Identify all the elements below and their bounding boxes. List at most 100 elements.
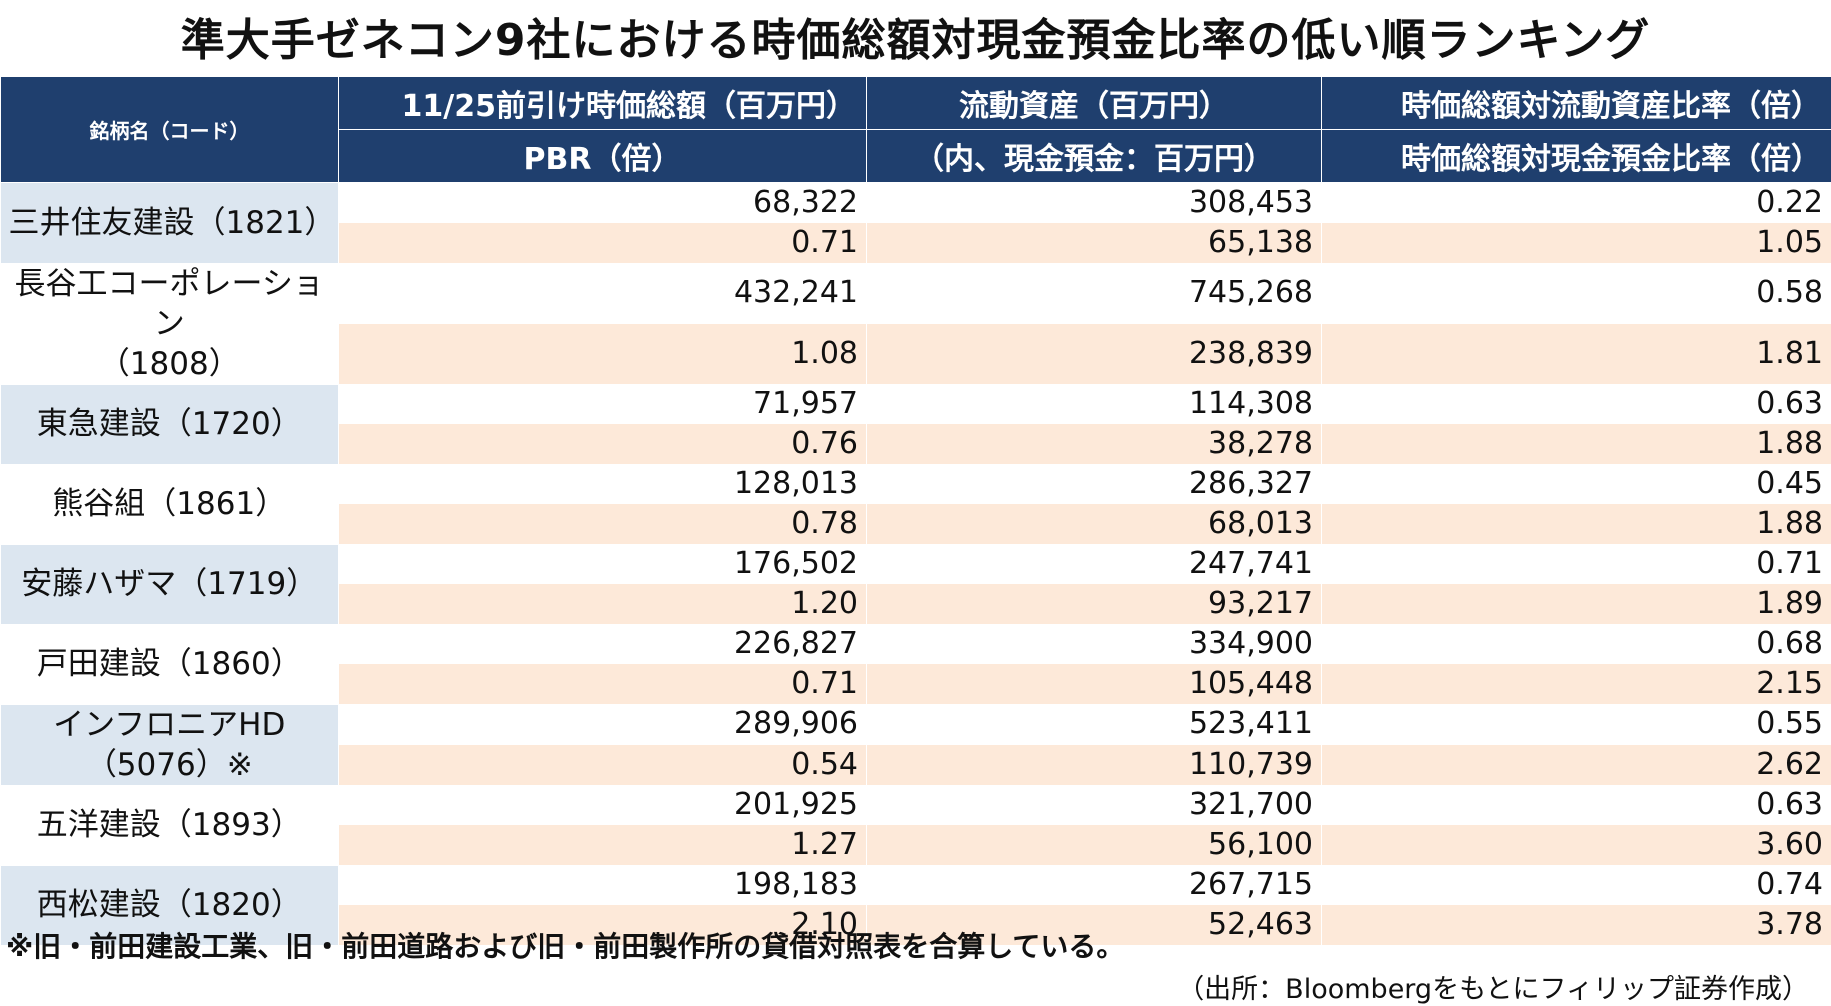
assets-ratio-value: 0.58 (1321, 263, 1831, 324)
header-cash-ratio: 時価総額対現金預金比率（倍） (1321, 129, 1831, 183)
footnote: ※旧・前田建設工業、旧・前田道路および旧・前田製作所の貸借対照表を合算している。 (6, 930, 1125, 963)
cash-value: 68,013 (866, 504, 1322, 544)
company-name: 長谷工コーポレーション (14, 265, 324, 342)
company-name: 戸田建設（1860） (36, 646, 302, 682)
cash-ratio-value: 3.60 (1321, 825, 1831, 865)
table-row: 五洋建設（1893） 201,925 321,700 0.63 (0, 785, 1831, 866)
cash-value: 52,463 (866, 905, 1322, 945)
market-cap-value: 198,183 (338, 865, 867, 905)
market-cap-value: 201,925 (338, 785, 867, 825)
pbr-value: 0.54 (338, 744, 867, 785)
table-row: 1.20 93,217 1.89 (1, 584, 1831, 624)
company-cell: 東急建設（1720） (0, 384, 339, 465)
cash-value: 93,217 (866, 584, 1322, 624)
current-assets-value: 247,741 (866, 544, 1322, 584)
current-assets-value: 745,268 (866, 263, 1322, 324)
company-name: 安藤ハザマ（1719） (21, 566, 318, 602)
company-name: 西松建設（1820） (36, 887, 302, 923)
header-row-top: 銘柄名（コード） 11/25前引け時価総額（百万円） 流動資産（百万円） 時価総… (0, 76, 1831, 183)
company-name: 五洋建設（1893） (36, 807, 302, 843)
table-row: 東急建設（1720） 71,957 114,308 0.63 (0, 384, 1831, 465)
cash-ratio-value: 1.88 (1321, 504, 1831, 544)
header-assets-ratio: 時価総額対流動資産比率（倍） (1321, 76, 1831, 130)
company-name: 三井住友建設（1821） (8, 204, 336, 241)
cash-value: 56,100 (866, 825, 1322, 865)
current-assets-value: 267,715 (866, 865, 1322, 905)
cash-ratio-value: 1.05 (1321, 223, 1831, 263)
table-row: 0.71 105,448 2.15 (1, 664, 1831, 704)
table-row: 西松建設（1820） 198,183 267,715 0.74 (0, 865, 1831, 946)
header-cash: （内、現金預金：百万円） (866, 129, 1322, 183)
cash-ratio-value: 1.89 (1321, 584, 1831, 624)
cash-ratio-value: 3.78 (1321, 905, 1831, 945)
company-cell: インフロニアHD （5076）※ (0, 704, 339, 786)
market-cap-value: 71,957 (338, 384, 867, 424)
company-cell: 熊谷組（1861） (0, 464, 339, 545)
market-cap-value: 289,906 (338, 704, 867, 745)
pbr-value: 0.76 (338, 424, 867, 464)
company-name: 東急建設（1720） (36, 406, 302, 442)
table-row: 2.10 52,463 3.78 (1, 905, 1831, 945)
market-cap-value: 128,013 (338, 464, 867, 504)
market-cap-value: 432,241 (338, 263, 867, 324)
pbr-value: 0.71 (338, 664, 867, 704)
cash-ratio-value: 2.15 (1321, 664, 1831, 704)
pbr-value: 1.27 (338, 825, 867, 865)
table-row: 戸田建設（1860） 226,827 334,900 0.68 (0, 624, 1831, 705)
current-assets-value: 114,308 (866, 384, 1322, 424)
company-cell: 西松建設（1820） (0, 865, 339, 946)
company-name: 熊谷組（1861） (52, 486, 287, 522)
assets-ratio-value: 0.22 (1321, 182, 1831, 223)
cash-ratio-value: 1.81 (1321, 323, 1831, 384)
company-cell: 長谷工コーポレーション （1808） (0, 263, 339, 385)
company-cell: 三井住友建設（1821） (0, 182, 339, 264)
header-market-cap: 11/25前引け時価総額（百万円） (338, 76, 867, 130)
market-cap-value: 68,322 (338, 182, 867, 223)
company-code: （5076）※ (85, 746, 253, 783)
table-row: 熊谷組（1861） 128,013 286,327 0.45 (0, 464, 1831, 545)
table-row: 0.71 65,138 1.05 (1, 223, 1831, 263)
current-assets-value: 523,411 (866, 704, 1322, 745)
table-row: 三井住友建設（1821） 68,322 308,453 0.22 (0, 182, 1831, 264)
cash-value: 238,839 (866, 323, 1322, 384)
current-assets-value: 334,900 (866, 624, 1322, 664)
current-assets-value: 286,327 (866, 464, 1322, 504)
pbr-value: 1.20 (338, 584, 867, 624)
cash-value: 110,739 (866, 744, 1322, 785)
cash-value: 65,138 (866, 223, 1322, 263)
assets-ratio-value: 0.55 (1321, 704, 1831, 745)
ranking-table: 銘柄名（コード） 11/25前引け時価総額（百万円） 流動資産（百万円） 時価総… (0, 76, 1831, 946)
cash-value: 105,448 (866, 664, 1322, 704)
company-cell: 安藤ハザマ（1719） (0, 544, 339, 625)
assets-ratio-value: 0.68 (1321, 624, 1831, 664)
company-cell: 戸田建設（1860） (0, 624, 339, 705)
pbr-value: 0.78 (338, 504, 867, 544)
assets-ratio-value: 0.71 (1321, 544, 1831, 584)
current-assets-value: 321,700 (866, 785, 1322, 825)
page-title: 準大手ゼネコン9社における時価総額対現金預金比率の低い順ランキング (180, 15, 1651, 66)
company-code: （1808） (98, 345, 240, 382)
header-row-bottom: PBR（倍） （内、現金預金：百万円） 時価総額対現金預金比率（倍） (1, 129, 1831, 183)
pbr-value: 1.08 (338, 323, 867, 384)
cash-ratio-value: 2.62 (1321, 744, 1831, 785)
assets-ratio-value: 0.63 (1321, 785, 1831, 825)
company-cell: 五洋建設（1893） (0, 785, 339, 866)
cash-value: 38,278 (866, 424, 1322, 464)
header-name: 銘柄名（コード） (0, 76, 339, 183)
assets-ratio-value: 0.74 (1321, 865, 1831, 905)
table-row: インフロニアHD （5076）※ 289,906 523,411 0.55 (0, 704, 1831, 786)
table-row: 安藤ハザマ（1719） 176,502 247,741 0.71 (0, 544, 1831, 625)
table-row: 0.78 68,013 1.88 (1, 504, 1831, 544)
assets-ratio-value: 0.63 (1321, 384, 1831, 424)
pbr-value: 2.10 (338, 905, 867, 945)
source-note: （出所：Bloombergをもとにフィリップ証券作成） (1177, 974, 1809, 1005)
table-row: 1.27 56,100 3.60 (1, 825, 1831, 865)
table-row: 0.54 110,739 2.62 (1, 744, 1831, 785)
pbr-value: 0.71 (338, 223, 867, 263)
header-current-assets: 流動資産（百万円） (866, 76, 1322, 130)
assets-ratio-value: 0.45 (1321, 464, 1831, 504)
market-cap-value: 176,502 (338, 544, 867, 584)
market-cap-value: 226,827 (338, 624, 867, 664)
table-body: 三井住友建設（1821） 68,322 308,453 0.22 0.71 65,138 1… (0, 182, 1831, 946)
header-pbr: PBR（倍） (338, 129, 867, 183)
